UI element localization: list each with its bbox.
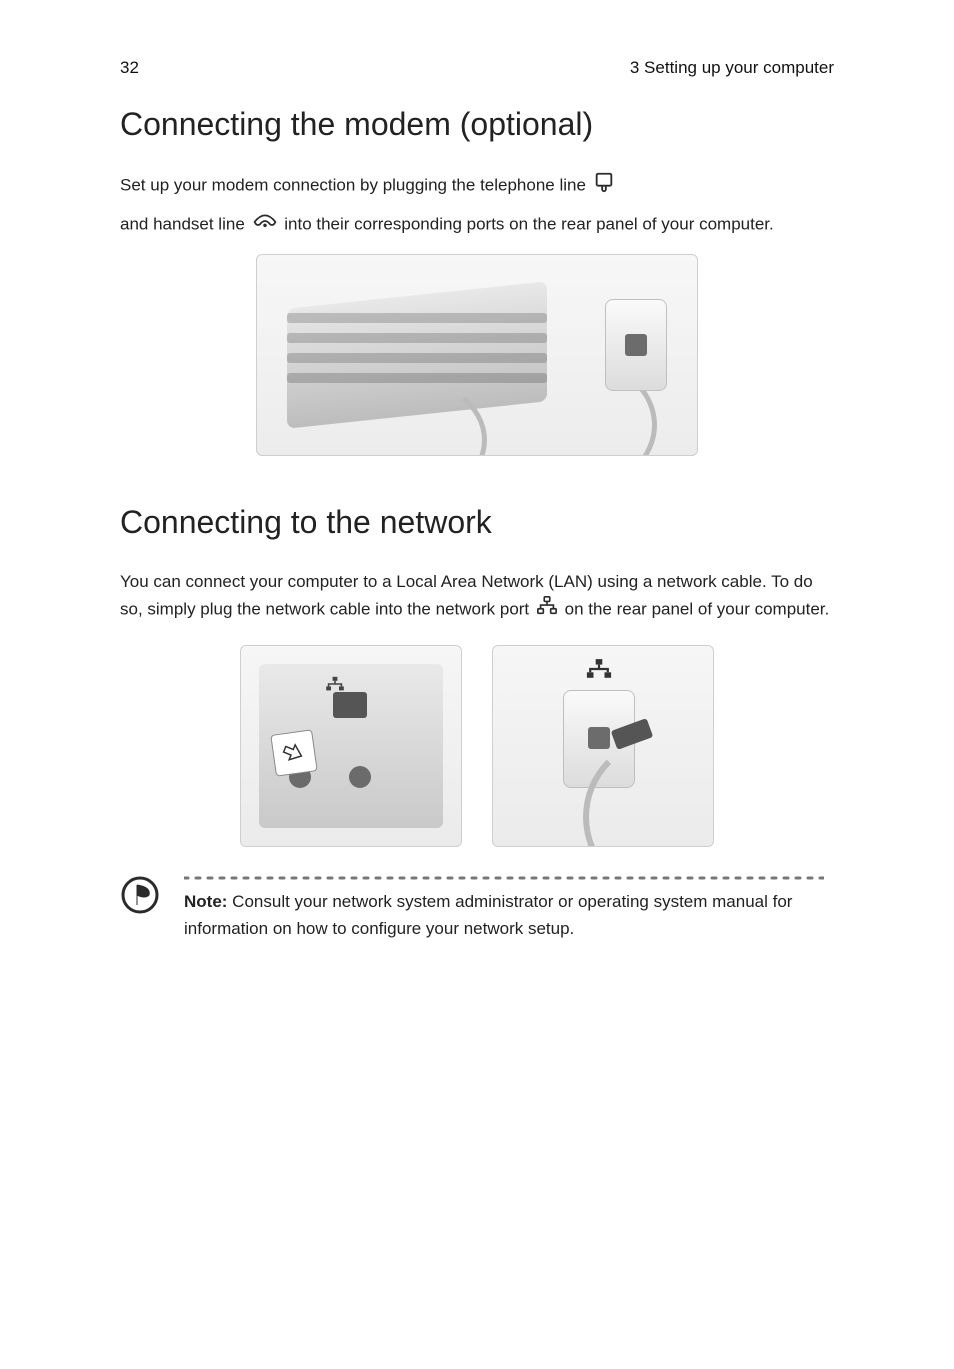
telephone-line-icon: [593, 171, 615, 201]
note-text: Consult your network system administrato…: [184, 892, 792, 937]
figure-network-port: [240, 645, 462, 847]
modem-paragraph-line1: Set up your modem connection by plugging…: [120, 171, 834, 201]
modem-text-1c: into their corresponding ports on the re…: [284, 215, 774, 234]
modem-text-1a: Set up your modem connection by plugging…: [120, 176, 591, 195]
running-header: 32 3 Setting up your computer: [120, 58, 834, 78]
note-body: Note: Consult your network system admini…: [184, 875, 834, 942]
page-number: 32: [120, 58, 139, 78]
note-block: Note: Consult your network system admini…: [120, 875, 834, 942]
note-divider: [184, 875, 834, 881]
chapter-title: 3 Setting up your computer: [630, 58, 834, 78]
handset-line-icon: [252, 211, 278, 239]
network-symbol-icon: [585, 658, 613, 680]
figure-network-row: [120, 645, 834, 847]
network-symbol-icon: [325, 676, 345, 692]
network-text-2b: on the rear panel of your computer.: [565, 600, 830, 619]
figure-modem-connection: [256, 254, 698, 456]
modem-paragraph-line2: and handset line into their correspondin…: [120, 211, 834, 239]
figure-network-wallplate: [492, 645, 714, 847]
heading-network: Connecting to the network: [120, 504, 834, 541]
network-port-icon: [536, 595, 558, 625]
pointer-arrow-icon: [280, 740, 307, 767]
note-icon: [120, 875, 160, 915]
modem-text-1b: and handset line: [120, 215, 250, 234]
note-label: Note:: [184, 892, 227, 911]
network-paragraph: You can connect your computer to a Local…: [120, 569, 834, 626]
page: 32 3 Setting up your computer Connecting…: [0, 0, 954, 1369]
heading-modem: Connecting the modem (optional): [120, 106, 834, 143]
